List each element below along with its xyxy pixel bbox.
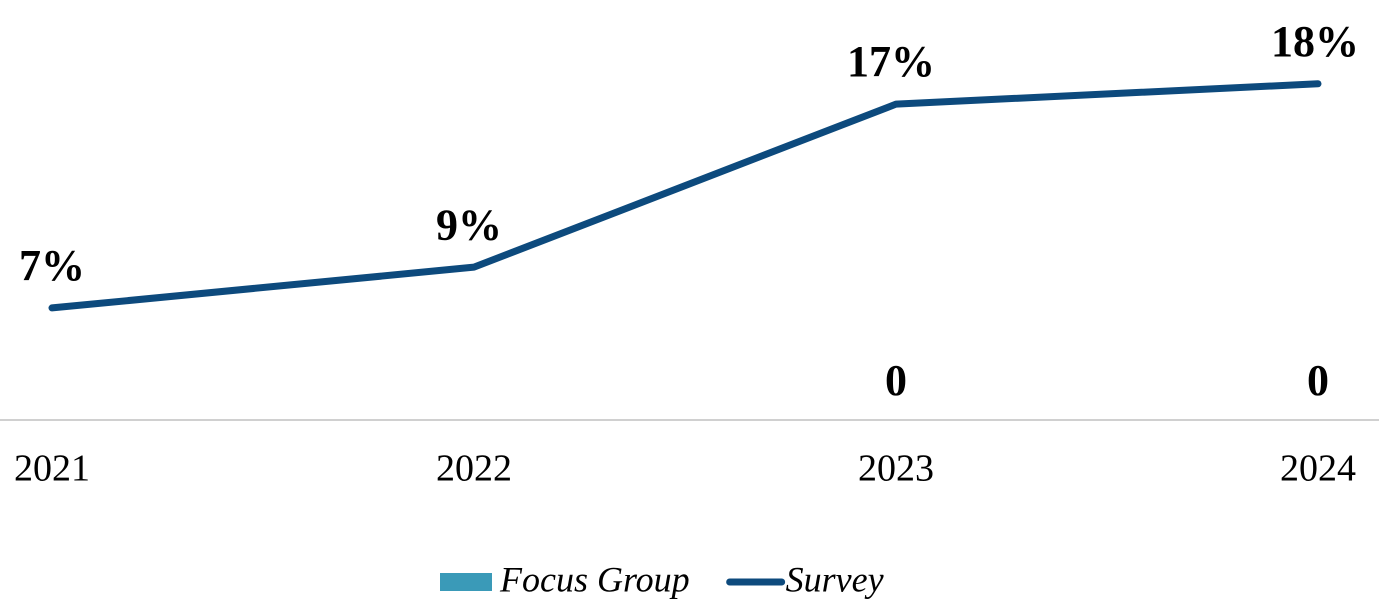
legend-label: Focus Group	[499, 559, 690, 599]
data-label: 0	[885, 356, 907, 405]
data-label: 17%	[847, 37, 935, 86]
data-label: 7%	[19, 241, 85, 290]
x-tick-label: 2023	[858, 448, 934, 490]
x-tick-label: 2021	[14, 448, 90, 490]
legend-label: Survey	[786, 559, 884, 599]
data-label: 18%	[1271, 17, 1359, 66]
legend-swatch	[440, 573, 492, 591]
data-label: 9%	[436, 200, 502, 249]
data-label: 0	[1307, 356, 1329, 405]
x-tick-label: 2024	[1280, 448, 1356, 490]
line	[48, 80, 1322, 312]
x-tick-label: 2022	[436, 448, 512, 490]
